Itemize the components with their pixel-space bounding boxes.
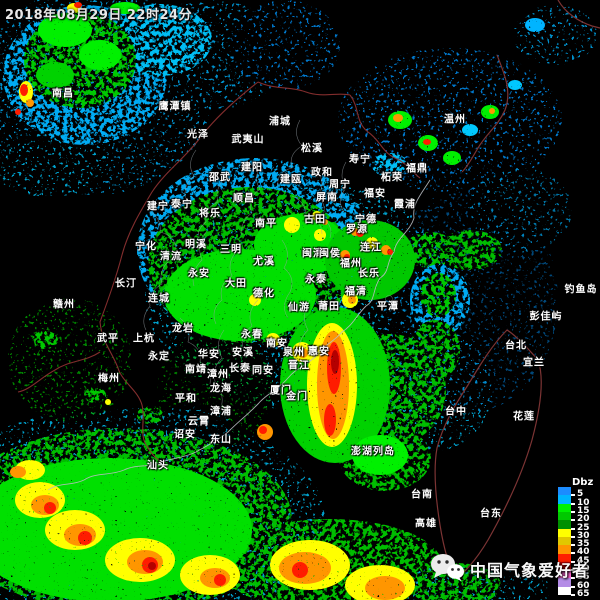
colorbar-segment (558, 487, 571, 496)
colorbar-tick-mark (571, 510, 575, 513)
province-borders (17, 81, 421, 463)
colorbar-tick-label: 10 (577, 497, 590, 508)
colorbar-tick-mark (571, 544, 575, 547)
colorbar-tick-mark (571, 560, 575, 563)
colorbar-tick-mark (571, 569, 575, 572)
watermark-text: 中国气象爱好者 (470, 561, 590, 580)
watermark: 中国气象爱好者 (430, 552, 589, 586)
colorbar-tick-label: 5 (577, 489, 584, 500)
colorbar-tick-mark (571, 494, 575, 497)
mainland-coastline (47, 179, 431, 491)
colorbar-segment (558, 520, 571, 529)
border-fujian-jiangxi (99, 81, 259, 463)
northeast-corner-coast (557, 0, 600, 29)
colorbar-segment (558, 495, 571, 504)
colorbar-segment (558, 561, 571, 571)
colorbar-segments (558, 487, 571, 596)
colorbar-tick-label: 35 (577, 539, 590, 550)
colorbar-tick-mark (571, 519, 575, 522)
colorbar-tick-label: 40 (577, 547, 590, 558)
colorbar-segment (558, 503, 571, 512)
colorbar-tick-mark (571, 502, 575, 505)
colorbar-segment (558, 528, 571, 537)
colorbar-segment (558, 570, 571, 579)
timestamp: 2018年08月29日 22时24分 (5, 8, 193, 23)
colorbar-segment (558, 578, 571, 587)
colorbar-tick-label: 65 (577, 589, 590, 599)
echo-layer-cores (0, 2, 545, 600)
colorbar-segment (558, 511, 571, 521)
colorbar-tick-mark (571, 594, 575, 596)
colorbar-tick-label: 20 (577, 514, 590, 525)
colorbar-segment (558, 545, 571, 554)
colorbar-tick-mark (571, 552, 575, 555)
colorbar-tick-mark (571, 577, 575, 580)
colorbar-tick-mark (571, 527, 575, 530)
colorbar-tick-label: 30 (577, 530, 590, 541)
zhejiang-coastline (461, 54, 509, 173)
colorbar-tick-mark (571, 535, 575, 538)
colorbar-tick-label: 60 (577, 580, 590, 591)
colorbar-segment (558, 536, 571, 546)
colorbar-segment (558, 553, 571, 562)
colorbar-tick-label: 25 (577, 522, 590, 533)
colorbar: Dbz 5 10 15 20 25 30 35 40 45 50 55 60 65 (556, 477, 600, 600)
border-fujian-zhejiang (349, 94, 421, 179)
wechat-icon (430, 552, 464, 586)
county-borders (143, 119, 393, 411)
border-jiangxi-guangdong (17, 351, 101, 393)
colorbar-tick-label: 45 (577, 555, 590, 566)
colorbar-tick-label: 50 (577, 564, 590, 575)
colorbar-title: Dbz (572, 477, 594, 488)
colorbar-tick-mark (571, 585, 575, 588)
colorbar-segment (558, 586, 571, 596)
colorbar-ticks: 5 10 15 20 25 30 35 40 45 50 55 60 65 (571, 487, 600, 599)
border-fujian-north (257, 81, 351, 96)
colorbar-tick-label: 15 (577, 505, 590, 516)
colorbar-tick-label: 55 (577, 572, 590, 583)
